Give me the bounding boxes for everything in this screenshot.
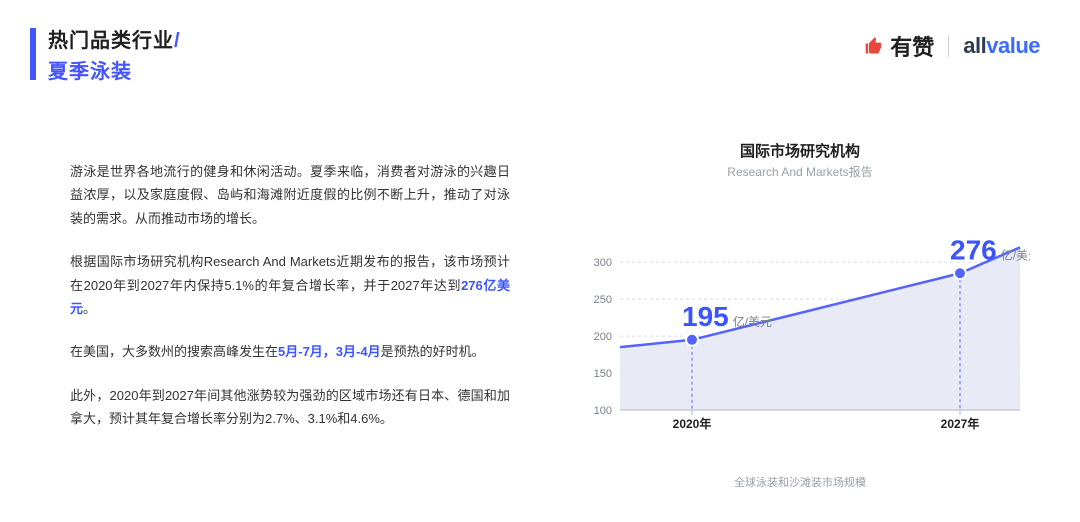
logo-divider [948,35,949,57]
svg-text:2027年: 2027年 [941,416,980,431]
area-chart-svg: 100 150 200 250 300 2020年 2027年 195亿/美元 276亿/美元 [570,190,1030,440]
chart-canvas: 100 150 200 250 300 2020年 2027年 195亿/美元 276亿/美元 [570,190,1030,470]
p3-post: 是预热的好时机。 [381,344,485,359]
header-slash: / [174,30,180,52]
chart: 国际市场研究机构 Research And Markets报告 100 150 20… [570,140,1030,480]
svg-text:250: 250 [594,294,612,306]
paragraph-2: 根据国际市场研究机构Research And Markets近期发布的报告，该市… [70,250,510,320]
header-accent-bar [30,28,36,80]
svg-text:2020年: 2020年 [673,416,712,431]
thumb-up-icon [864,36,884,56]
body-text: 游泳是世界各地流行的健身和休闲活动。夏季来临，消费者对游泳的兴趣日益浓厚，以及家… [70,160,510,451]
chart-footnote: 全球泳装和沙滩装市场规模 [570,474,1030,490]
svg-text:100: 100 [594,405,612,417]
paragraph-4: 此外，2020年到2027年间其他涨势较为强劲的区域市场还有日本、德国和加拿大，… [70,384,510,431]
youzan-logo: 有赞 [864,30,934,62]
p2-pre: 根据国际市场研究机构Research And Markets近期发布的报告，该市… [70,254,510,292]
chart-title-cn: 国际市场研究机构 [570,140,1030,161]
paragraph-3: 在美国，大多数州的搜索高峰发生在5月-7月，3月-4月是预热的好时机。 [70,340,510,363]
svg-text:195亿/美元: 195亿/美元 [682,301,772,332]
youzan-text: 有赞 [890,30,934,62]
logos: 有赞 allvalue [864,30,1040,62]
allvalue-value: value [986,33,1040,58]
svg-text:300: 300 [594,257,612,269]
p3-pre: 在美国，大多数州的搜索高峰发生在 [70,344,278,359]
svg-text:276亿/美元: 276亿/美元 [950,234,1030,265]
paragraph-1: 游泳是世界各地流行的健身和休闲活动。夏季来临，消费者对游泳的兴趣日益浓厚，以及家… [70,160,510,230]
p3-highlight: 5月-7月，3月-4月 [278,344,381,359]
allvalue-all: all [963,33,986,58]
svg-text:200: 200 [594,331,612,343]
slide: 热门品类行业/ 夏季泳装 有赞 allvalue 游泳是世界各地流行的健身和休闲… [0,0,1080,522]
p2-post: 。 [83,301,96,316]
header-title: 热门品类行业 [48,30,174,52]
svg-text:150: 150 [594,368,612,380]
chart-title-en: Research And Markets报告 [570,163,1030,180]
header-line1: 热门品类行业/ [48,24,180,53]
allvalue-logo: allvalue [963,33,1040,59]
header: 热门品类行业/ 夏季泳装 [48,24,180,84]
header-subtitle: 夏季泳装 [48,55,180,84]
